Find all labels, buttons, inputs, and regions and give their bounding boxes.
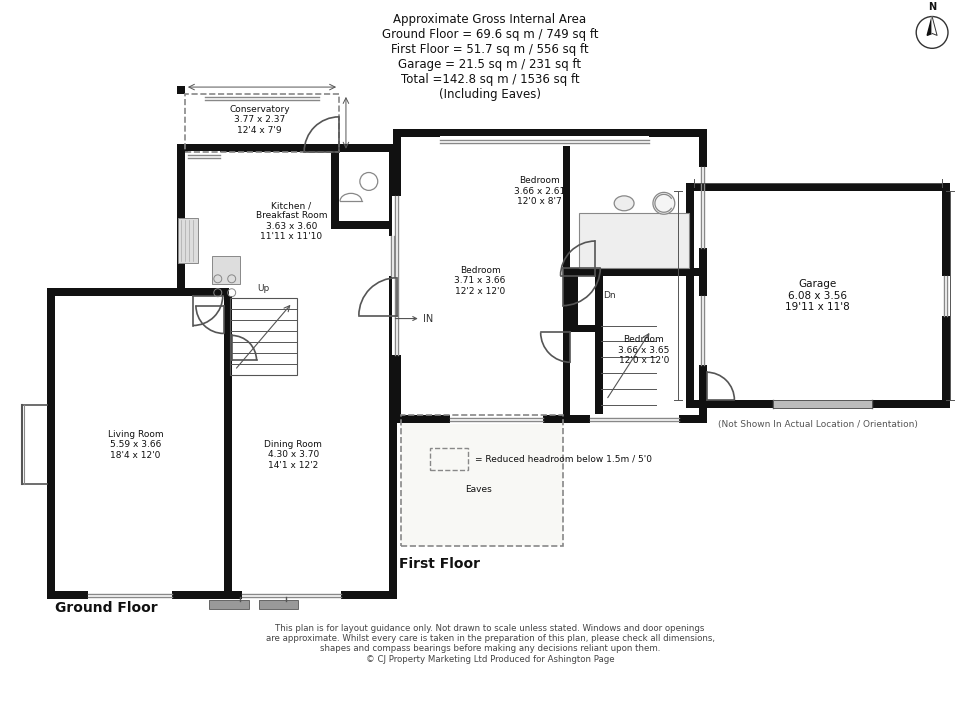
Bar	[393, 407, 401, 415]
Bar	[686, 400, 950, 408]
Bar	[177, 86, 185, 94]
Bar	[185, 94, 339, 152]
Bar	[259, 600, 298, 609]
Bar	[440, 136, 649, 146]
Bar	[47, 287, 55, 599]
Bar	[393, 129, 401, 423]
Bar	[563, 137, 570, 415]
Bar	[188, 151, 220, 161]
Bar	[209, 600, 249, 609]
Bar	[331, 221, 397, 229]
Bar	[773, 400, 872, 408]
Text: Up: Up	[258, 284, 270, 292]
Bar	[185, 152, 389, 296]
Bar	[393, 129, 707, 137]
Bar	[563, 415, 570, 423]
Bar	[698, 296, 708, 365]
Bar	[47, 287, 228, 296]
Text: Bedroom
3.71 x 3.66
12'2 x 12'0: Bedroom 3.71 x 3.66 12'2 x 12'0	[455, 266, 506, 296]
Text: First Floor: First Floor	[399, 557, 479, 571]
Bar	[185, 94, 339, 152]
Ellipse shape	[614, 196, 634, 211]
Bar	[686, 183, 694, 408]
Bar	[388, 236, 398, 276]
Bar	[177, 144, 397, 152]
Text: Dining Room
4.30 x 3.70
14'1 x 12'2: Dining Room 4.30 x 3.70 14'1 x 12'2	[265, 440, 322, 469]
Bar	[229, 297, 297, 375]
Bar	[177, 144, 185, 296]
Bar	[694, 191, 942, 400]
Bar	[570, 268, 707, 276]
Text: Approximate Gross Internal Area
Ground Floor = 69.6 sq m / 749 sq ft
First Floor: Approximate Gross Internal Area Ground F…	[382, 13, 598, 101]
Bar	[579, 213, 689, 268]
Text: Living Room
5.59 x 3.66
18'4 x 12'0: Living Room 5.59 x 3.66 18'4 x 12'0	[108, 430, 163, 459]
Bar	[699, 129, 707, 423]
Bar	[941, 276, 951, 316]
Circle shape	[653, 193, 675, 215]
Bar	[205, 93, 319, 103]
Bar	[47, 590, 397, 599]
Bar	[389, 144, 397, 599]
Bar	[393, 415, 707, 423]
Text: Ground Floor: Ground Floor	[55, 600, 158, 615]
Text: This plan is for layout guidance only. Not drawn to scale unless stated. Windows: This plan is for layout guidance only. N…	[266, 624, 714, 664]
Bar	[212, 256, 240, 284]
Bar	[23, 405, 30, 484]
Polygon shape	[927, 16, 932, 35]
Bar	[686, 183, 950, 191]
Bar	[209, 600, 249, 609]
Bar	[259, 600, 298, 609]
Bar	[590, 414, 679, 424]
Bar	[401, 415, 563, 546]
Text: Garage
6.08 x 3.56
19'11 x 11'8: Garage 6.08 x 3.56 19'11 x 11'8	[786, 279, 851, 312]
Bar	[773, 400, 872, 408]
Text: = Reduced headroom below 1.5m / 5'0: = Reduced headroom below 1.5m / 5'0	[475, 454, 652, 463]
Text: Dn: Dn	[603, 291, 615, 300]
Text: Eaves: Eaves	[465, 485, 491, 494]
Bar	[331, 152, 339, 221]
Bar	[392, 196, 402, 355]
Bar	[223, 296, 231, 590]
Bar	[570, 276, 578, 333]
Bar	[698, 166, 708, 248]
Text: Bedroom
3.66 x 2.61
12'0 x 8'7: Bedroom 3.66 x 2.61 12'0 x 8'7	[514, 176, 565, 206]
Bar	[595, 276, 604, 415]
Bar	[55, 296, 389, 590]
Polygon shape	[932, 16, 937, 35]
Bar	[401, 415, 563, 546]
Bar	[178, 218, 198, 263]
Bar	[570, 324, 595, 333]
Text: IN: IN	[395, 314, 434, 324]
Bar	[87, 590, 172, 600]
Text: (Not Shown In Actual Location / Orientation): (Not Shown In Actual Location / Orientat…	[718, 420, 918, 429]
Text: Bedroom
3.66 x 3.65
12'0 x 12'0: Bedroom 3.66 x 3.65 12'0 x 12'0	[618, 336, 669, 365]
Text: Conservatory
3.77 x 2.37
12'4 x 7'9: Conservatory 3.77 x 2.37 12'4 x 7'9	[229, 105, 290, 135]
Bar	[773, 400, 872, 408]
Bar	[942, 183, 950, 408]
Bar	[401, 137, 699, 415]
Bar	[242, 590, 341, 600]
Text: Kitchen /
Breakfast Room
3.63 x 3.60
11'11 x 11'10: Kitchen / Breakfast Room 3.63 x 3.60 11'…	[256, 201, 327, 241]
Bar	[430, 447, 468, 469]
Text: N: N	[928, 1, 936, 11]
Bar	[450, 414, 543, 424]
